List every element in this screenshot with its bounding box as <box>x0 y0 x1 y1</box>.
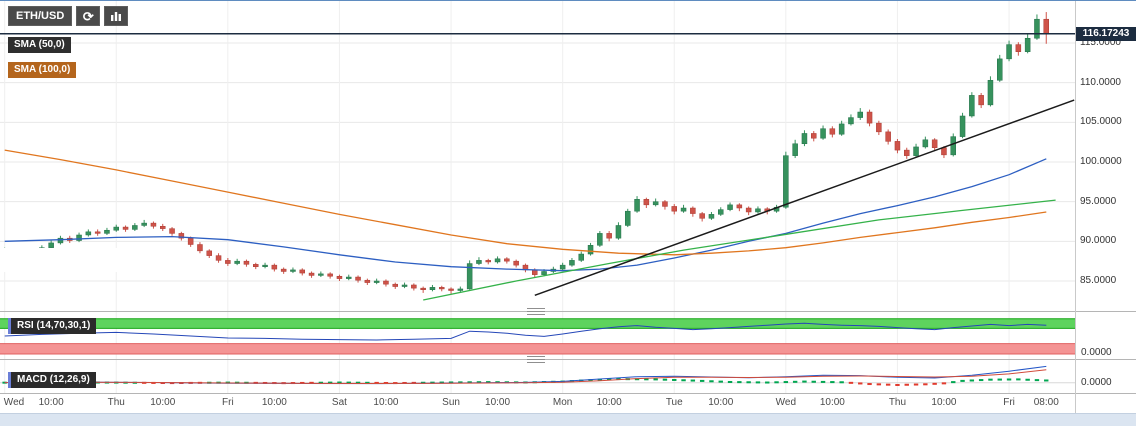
current-price-badge: 116.17243 <box>1076 26 1136 41</box>
refresh-icon: ⟳ <box>82 8 94 24</box>
time-tick-label: Wed <box>775 397 797 408</box>
time-tick-label: Tue <box>665 397 683 408</box>
time-tick-label: Sat <box>331 397 347 408</box>
time-tick-label: Thu <box>888 397 907 408</box>
time-tick-label: 10:00 <box>261 397 287 408</box>
time-tick-label: Fri <box>222 397 234 408</box>
frame <box>0 0 1136 413</box>
price-tick-label: 105.0000 <box>1080 116 1122 128</box>
blank-overlay <box>0 248 122 272</box>
time-tick-label: 08:00 <box>1033 397 1059 408</box>
price-tick-label: 90.0000 <box>1080 235 1117 247</box>
chart-columns-icon <box>111 12 122 21</box>
time-tick-label: Thu <box>107 397 125 408</box>
time-tick-label: Wed <box>3 397 25 408</box>
toolbar: ETH/USD ⟳ <box>8 6 129 26</box>
candles-layer <box>1 12 1049 294</box>
price-tick-label: 115.0000 <box>1080 37 1121 48</box>
time-tick-label: Fri <box>1003 397 1015 408</box>
refresh-button[interactable]: ⟳ <box>76 6 101 26</box>
rsi-legend[interactable]: RSI (14,70,30,1) <box>8 318 97 334</box>
sma100-legend[interactable]: SMA (100,0) <box>8 62 77 78</box>
bottom-bar <box>0 413 1136 426</box>
rsi-panel <box>0 318 1075 355</box>
time-tick-label: 10:00 <box>150 397 176 408</box>
time-tick-label: 10:00 <box>819 397 845 408</box>
time-tick-label: 10:00 <box>708 397 734 408</box>
time-tick-label: 10:00 <box>596 397 622 408</box>
signal-line <box>4 369 1047 385</box>
sma50-line <box>4 158 1047 272</box>
time-tick-label: 10:00 <box>931 397 957 408</box>
panel-resize-handle[interactable] <box>527 356 545 363</box>
price-tick-label: 110.0000 <box>1080 76 1121 88</box>
rsi-axis-value: 0.0000 <box>1081 347 1112 358</box>
time-tick-label: 10:00 <box>38 397 64 408</box>
panel-resize-handle[interactable] <box>527 308 545 315</box>
trend-line <box>534 99 1075 297</box>
time-tick-label: Mon <box>552 397 573 408</box>
time-tick-label: 10:00 <box>485 397 511 408</box>
green-ma-line <box>423 199 1056 301</box>
time-tick-label: 10:00 <box>373 397 399 408</box>
macd-panel <box>0 365 1075 386</box>
price-tick-label: 85.0000 <box>1080 274 1117 286</box>
symbol-button[interactable]: ETH/USD <box>8 6 73 26</box>
sma50-legend[interactable]: SMA (50,0) <box>8 37 71 53</box>
price-tick-label: 95.0000 <box>1080 195 1117 207</box>
sma100-line <box>4 149 1047 256</box>
price-axis[interactable]: 115.0000 110.0000 105.0000 100.0000 95.0000 9… <box>1076 0 1136 413</box>
macd-axis-value: 0.0000 <box>1081 377 1112 388</box>
time-tick-label: Sun <box>442 397 460 408</box>
time-axis[interactable]: Wed 10:00 Thu 10:00 Fri 10:00 Sat 10:00 Sun 10:00… <box>0 394 1076 413</box>
macd-legend[interactable]: MACD (12,26,9) <box>8 372 96 388</box>
price-tick-label: 100.0000 <box>1080 155 1122 167</box>
chart-type-button[interactable] <box>104 6 129 26</box>
